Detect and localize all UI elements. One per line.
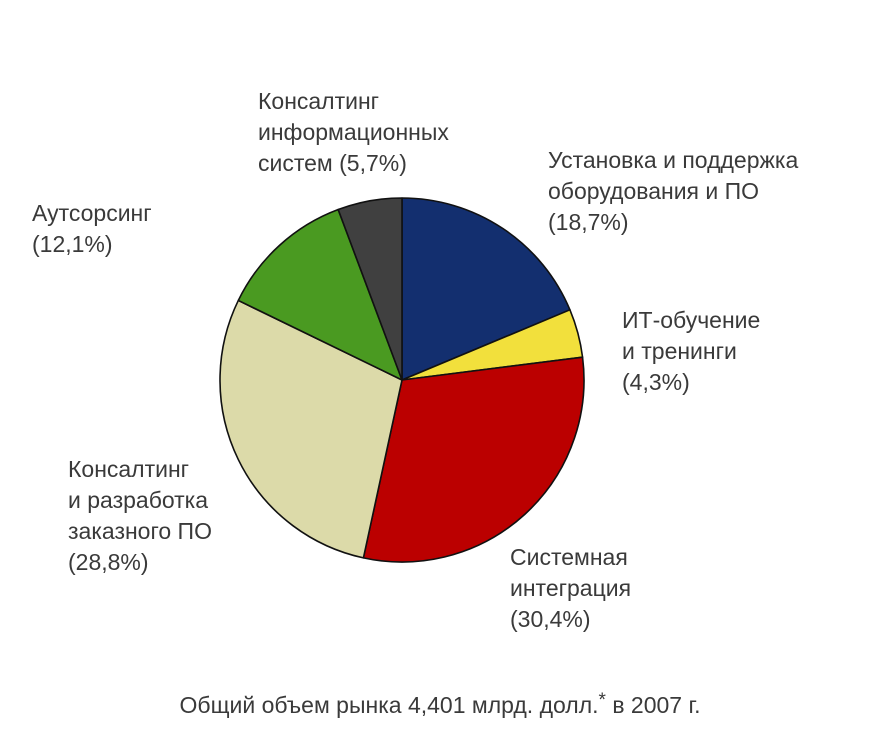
label-slice-1-line-1: и тренинги [622,338,737,364]
label-slice-0-line-2: (18,7%) [548,209,629,235]
label-slice-1-line-0: ИТ-обучение [622,307,761,333]
caption-footnote-mark: * [598,690,606,711]
pie-slice-5 [337,197,403,381]
label-slice-1: ИТ-обучение и тренинги (4,3%) [622,305,760,398]
label-slice-5-line-0: Консалтинг [258,88,380,114]
caption-text-after: в 2007 г. [605,692,701,718]
caption-text: Общий объем рынка 4,401 млрд. долл. [179,692,599,718]
pie-slice-4 [237,208,403,381]
label-slice-3-line-2: заказного ПО [68,518,212,544]
pie-slice-0 [401,197,571,381]
label-slice-5-line-1: информационных [258,119,449,145]
label-slice-3-line-0: Консалтинг [68,456,190,482]
label-slice-3-line-3: (28,8%) [68,549,149,575]
label-slice-4: Аутсорсинг (12,1%) [32,198,152,260]
label-slice-2-line-0: Системная [510,544,628,570]
label-slice-0: Установка и поддержка оборудования и ПО … [548,145,798,238]
label-slice-2: Системная интеграция (30,4%) [510,542,631,635]
label-slice-0-line-1: оборудования и ПО [548,178,760,204]
label-slice-5-line-2: систем (5,7%) [258,150,407,176]
label-slice-0-line-0: Установка и поддержка [548,147,799,173]
pie-slice-3 [219,299,403,559]
label-slice-2-line-1: интеграция [510,575,632,601]
label-slice-4-line-1: (12,1%) [32,231,113,257]
label-slice-4-line-0: Аутсорсинг [32,200,152,226]
label-slice-3: Консалтинг и разработка заказного ПО (28… [68,454,212,578]
chart-caption: Общий объем рынка 4,401 млрд. долл.* в 2… [0,690,880,719]
label-slice-5: Консалтинг информационных систем (5,7%) [258,86,449,179]
pie-slice-2 [362,356,585,563]
label-slice-1-line-2: (4,3%) [622,369,690,395]
label-slice-2-line-2: (30,4%) [510,606,591,632]
label-slice-3-line-1: и разработка [68,487,209,513]
